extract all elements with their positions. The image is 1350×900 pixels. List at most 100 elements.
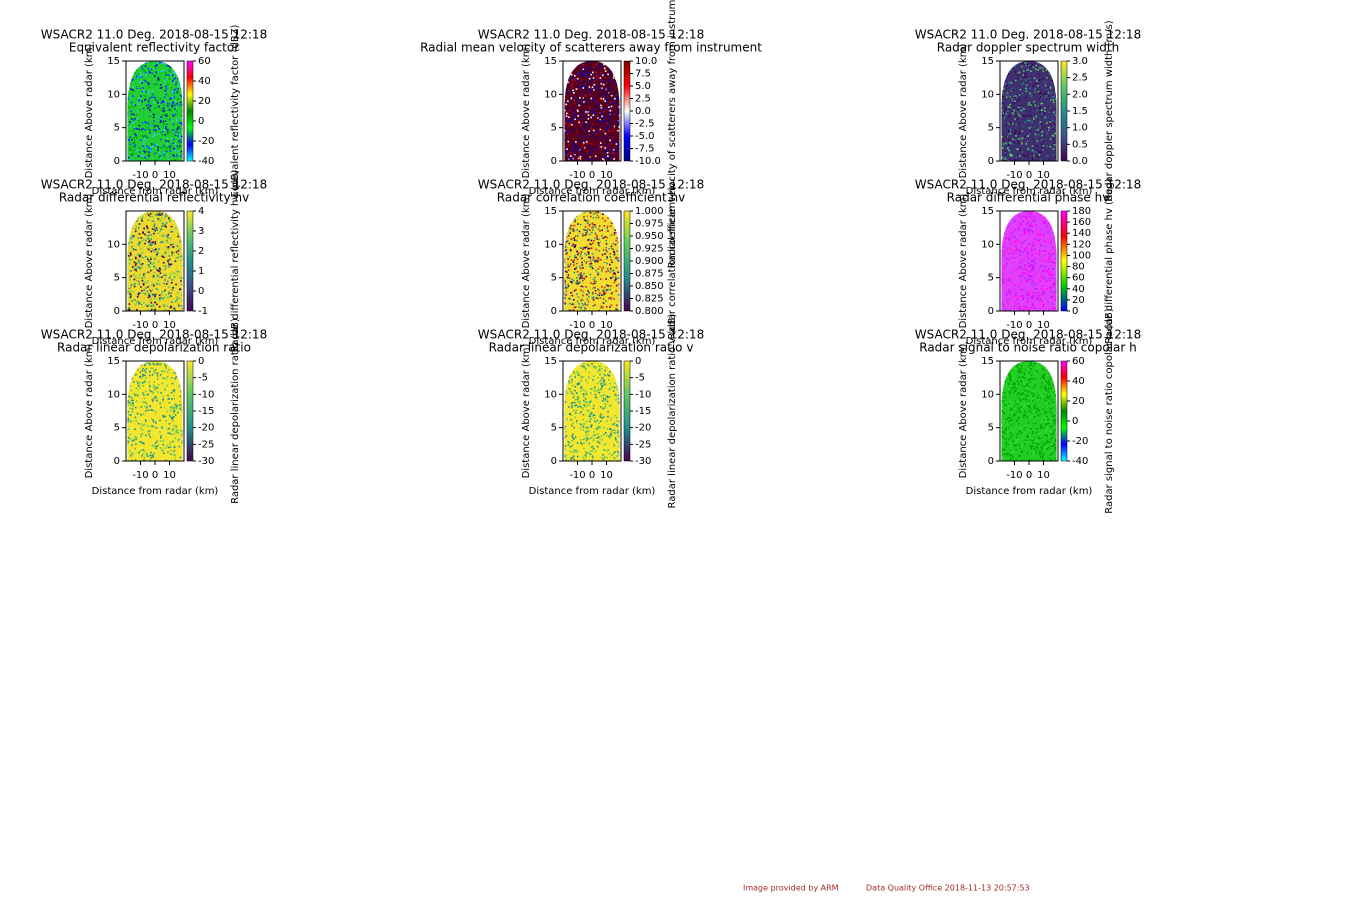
radar-pixel (147, 296, 150, 299)
radar-pixel (609, 116, 611, 119)
radar-pixel (603, 90, 606, 93)
radar-pixel (614, 97, 616, 100)
radar-pixel (616, 301, 618, 304)
radar-pixel (1020, 267, 1022, 270)
radar-pixel (170, 215, 172, 218)
radar-pixel (607, 233, 609, 235)
radar-pixel (583, 70, 585, 72)
radar-pixel (142, 292, 145, 294)
radar-pixel (175, 425, 177, 428)
radar-image (1001, 61, 1057, 161)
radar-pixel (1011, 100, 1014, 102)
radar-pixel (1036, 288, 1038, 290)
radar-pixel (1027, 231, 1030, 234)
radar-pixel (592, 288, 594, 291)
radar-pixel (181, 305, 183, 307)
radar-pixel (564, 64, 567, 67)
radar-pixel (148, 71, 151, 74)
radar-pixel (590, 243, 592, 246)
radar-pixel (142, 87, 144, 89)
radar-pixel (567, 140, 570, 143)
radar-pixel (147, 292, 150, 295)
radar-pixel (166, 143, 168, 145)
radar-pixel (133, 447, 135, 450)
colorbar-tick-label: 0.875 (635, 269, 664, 280)
radar-pixel (597, 102, 599, 105)
radar-pixel (592, 213, 595, 215)
radar-pixel (1042, 290, 1045, 292)
radar-pixel (168, 69, 171, 72)
radar-pixel (596, 126, 599, 129)
radar-pixel (610, 70, 613, 72)
radar-pixel (163, 125, 165, 128)
radar-pixel (606, 114, 608, 117)
radar-pixel (148, 363, 151, 365)
radar-pixel (578, 158, 581, 161)
radar-pixel (615, 267, 618, 269)
radar-pixel (1001, 301, 1004, 304)
radar-pixel (578, 230, 581, 233)
radar-pixel (129, 136, 132, 138)
radar-pixel (618, 283, 620, 286)
radar-pixel (1048, 220, 1051, 222)
radar-pixel (574, 306, 577, 309)
radar-pixel (617, 112, 619, 114)
radar-pixel (1001, 79, 1004, 81)
radar-pixel (181, 135, 183, 138)
radar-pixel (572, 245, 574, 247)
radar-pixel (127, 419, 129, 421)
radar-pixel (600, 65, 602, 68)
radar-pixel (170, 306, 173, 308)
radar-pixel (564, 266, 566, 269)
radar-pixel (156, 303, 158, 306)
radar-pixel (134, 270, 136, 273)
radar-pixel (598, 65, 600, 68)
radar-pixel (607, 217, 609, 219)
radar-pixel (1015, 73, 1018, 76)
radar-pixel (136, 413, 138, 416)
radar-pixel (584, 150, 586, 152)
radar-pixel (590, 262, 593, 265)
radar-pixel (591, 143, 594, 145)
radar-pixel (1020, 242, 1023, 245)
radar-pixel (594, 100, 597, 103)
radar-pixel (1036, 298, 1038, 300)
radar-pixel (1033, 118, 1035, 120)
radar-pixel (589, 257, 592, 260)
radar-pixel (146, 431, 148, 434)
radar-pixel (132, 113, 134, 115)
radar-pixel (134, 250, 136, 252)
radar-pixel (181, 123, 183, 126)
radar-pixel (577, 97, 579, 100)
radar-pixel (582, 290, 585, 293)
radar-pixel (566, 151, 569, 153)
radar-pixel (1021, 130, 1024, 132)
radar-pixel (156, 372, 159, 374)
radar-pixel (1048, 156, 1051, 159)
radar-pixel (128, 414, 130, 416)
radar-pixel (140, 441, 143, 443)
radar-pixel (1032, 296, 1034, 299)
radar-pixel (181, 81, 183, 83)
radar-pixel (150, 112, 152, 114)
radar-pixel (1051, 134, 1054, 137)
radar-pixel (168, 219, 171, 221)
radar-pixel (133, 127, 135, 129)
radar-pixel (1025, 294, 1028, 297)
radar-pixel (1030, 248, 1033, 251)
radar-pixel (573, 306, 576, 308)
radar-pixel (179, 395, 182, 398)
radar-pixel (165, 363, 168, 366)
radar-pixel (572, 230, 574, 232)
radar-pixel (619, 107, 620, 109)
radar-pixel (575, 131, 578, 133)
radar-pixel (1001, 110, 1002, 113)
radar-pixel (591, 297, 594, 299)
radar-pixel (1048, 309, 1050, 311)
radar-pixel (572, 213, 574, 215)
radar-pixel (1038, 151, 1041, 153)
radar-pixel (597, 213, 600, 215)
radar-pixel (152, 276, 155, 278)
radar-pixel (1055, 255, 1057, 257)
radar-pixel (605, 243, 608, 245)
